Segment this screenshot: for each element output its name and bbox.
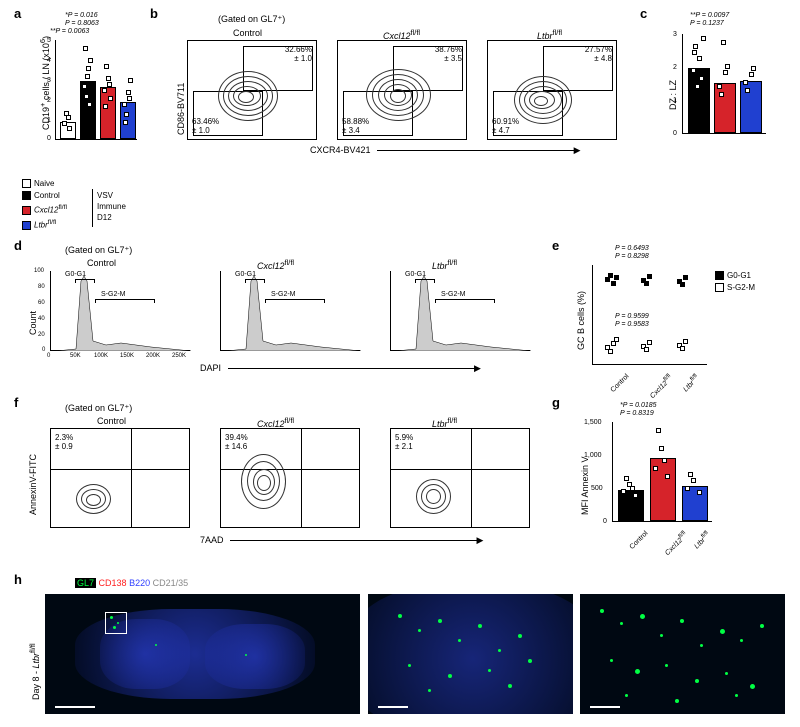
panel-e-chart: P = 0.6493 P = 0.8298 P = 0.9599 P = 0.9… xyxy=(570,245,785,385)
b-title-1: Control xyxy=(233,28,262,38)
bar-g-ltbr xyxy=(682,486,708,521)
micro-2 xyxy=(368,594,573,714)
panel-label-b: b xyxy=(150,6,158,21)
panel-a-chart: *P = 0.016 P = 0.8063 **P = 0.0063 CD19+… xyxy=(30,10,145,170)
d-title-3: Ltbrfl/fl xyxy=(432,258,457,271)
flow-b-1: 32.66% ± 1.0 63.46% ± 1.0 xyxy=(187,40,317,140)
ylab-e: GC B cells (%) xyxy=(576,291,586,350)
flow-f-1: 2.3% ± 0.9 xyxy=(50,428,190,528)
pval-c-2: P = 0.1237 xyxy=(690,20,724,27)
panel-f-container: Control 2.3% ± 0.9 Cxcl12fl/fl 39.4% ± 1… xyxy=(32,416,532,546)
ytick-a-2: 2 xyxy=(47,97,51,104)
plot-a xyxy=(55,40,137,140)
pval-a-2: P = 0.8063 xyxy=(65,20,99,27)
panel-d-container: Control G0-G1 S-G2-M Cxcl12fl/fl G0-G1 S… xyxy=(32,258,532,378)
ytick-a-1: 1 xyxy=(47,117,51,124)
hist-d-1: G0-G1 S-G2-M xyxy=(50,271,190,351)
bar-control xyxy=(80,81,96,139)
plot-e xyxy=(592,265,707,365)
legend-block: Naive Control Cxcl12fl/fl Ltbrfl/fl xyxy=(22,178,67,231)
panel-label-a: a xyxy=(14,6,21,21)
gate-f: (Gated on GL7⁺) xyxy=(65,403,132,414)
ytick-a-3: 3 xyxy=(47,77,51,84)
micro-1 xyxy=(45,594,360,714)
xlab-f: 7AAD ▶ xyxy=(200,535,483,546)
legend-bracket-line xyxy=(92,189,93,227)
panel-label-d: d xyxy=(14,238,22,253)
ylab-c: DZ : LZ xyxy=(668,80,678,110)
plot-g xyxy=(612,422,712,522)
flow-b-3: 27.57% ± 4.8 60.91% ± 4.7 xyxy=(487,40,617,140)
ytick-a-4: 4 xyxy=(47,57,51,64)
panel-label-c: c xyxy=(640,6,647,21)
bar-c-cxcl12 xyxy=(714,83,736,133)
micro-3 xyxy=(580,594,785,714)
f-title-1: Control xyxy=(97,416,126,426)
panel-label-h: h xyxy=(14,572,22,587)
panel-g-chart: *P = 0.0185 P = 0.8319 MFI Annexin V 1,5… xyxy=(570,400,785,570)
xlab-b: CXCR4-BV421 ▶ xyxy=(310,145,580,156)
gate-d: (Gated on GL7⁺) xyxy=(65,245,132,256)
bar-g-control xyxy=(618,490,644,521)
legend-h: GL7 CD138 B220 CD21/35 xyxy=(75,578,188,588)
legend-cxcl12: Cxcl12 xyxy=(34,206,58,215)
panel-label-e: e xyxy=(552,238,559,253)
flow-f-3: 5.9% ± 2.1 xyxy=(390,428,530,528)
pval-a-1: *P = 0.016 xyxy=(65,12,98,19)
bar-cxcl12 xyxy=(100,87,116,139)
d-title-1: Control xyxy=(87,258,116,268)
legend-naive: Naive xyxy=(34,179,54,188)
legend-control: Control xyxy=(34,191,60,200)
legend-ltbr: Ltbr xyxy=(34,220,48,229)
plot-c xyxy=(682,34,766,134)
legend-bracket-text: VSV Immune D12 xyxy=(97,190,126,223)
legend-e: G0-G1 S-G2-M xyxy=(715,270,755,294)
pval-a-3: **P = 0.0063 xyxy=(50,28,89,35)
ytick-a-5: 5 xyxy=(47,37,51,44)
panel-c-chart: **P = 0.0097 P = 0.1237 DZ : LZ 3 2 1 0 xyxy=(660,10,785,160)
side-h: Day 8 - Ltbrfl/fl xyxy=(28,643,41,700)
hist-d-3: G0-G1 S-G2-M xyxy=(390,271,530,351)
d-title-2: Cxcl12fl/fl xyxy=(257,258,294,271)
pval-c-1: **P = 0.0097 xyxy=(690,12,729,19)
xlab-d: DAPI ▶ xyxy=(200,363,481,374)
flow-b-2: 38.76% ± 3.5 58.88% ± 3.4 xyxy=(337,40,467,140)
ytick-a-0: 0 xyxy=(47,135,51,142)
panel-label-g: g xyxy=(552,395,560,410)
hist-d-2: G0-G1 S-G2-M xyxy=(220,271,360,351)
panel-label-f: f xyxy=(14,395,18,410)
flow-f-2: 39.4% ± 14.6 xyxy=(220,428,360,528)
bar-c-ltbr xyxy=(740,81,762,133)
ylab-g: MFI Annexin V xyxy=(580,456,590,515)
